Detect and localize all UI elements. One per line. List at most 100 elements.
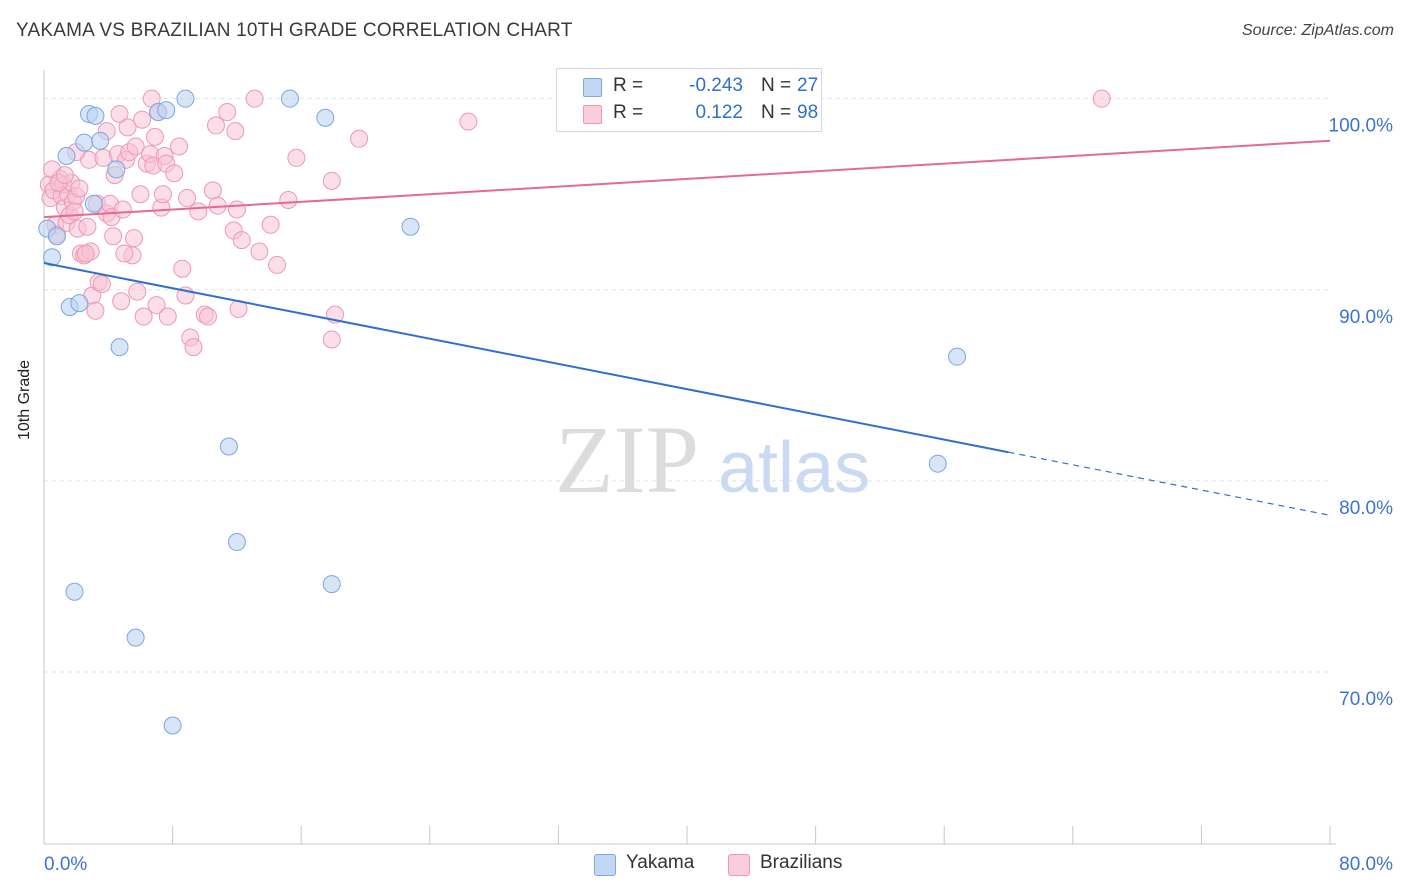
- brazilians-point: [1092, 89, 1111, 108]
- yakama-point: [43, 248, 62, 267]
- yakama-point: [176, 89, 195, 108]
- brazilians-point: [153, 185, 172, 204]
- yakama-point: [65, 582, 84, 601]
- legend-n-label: N =: [761, 75, 792, 96]
- brazilians-point: [55, 166, 74, 185]
- series-label-yakama: Yakama: [626, 852, 695, 873]
- brazilians-point: [78, 217, 97, 236]
- yakama-point: [70, 294, 89, 313]
- brazilians-point: [322, 330, 341, 349]
- watermark-atlas: atlas: [718, 428, 870, 508]
- brazilians-point: [115, 244, 134, 263]
- yakama-point: [86, 106, 105, 125]
- legend-n-label: N =: [761, 102, 792, 123]
- yakama-point: [47, 227, 66, 246]
- legend-r-label: R =: [613, 102, 644, 123]
- yakama-point: [322, 575, 341, 594]
- brazilians-point: [261, 215, 280, 234]
- yakama-point: [84, 194, 103, 213]
- series-label-brazilians: Brazilians: [760, 852, 843, 873]
- y-tick-label: 70.0%: [1339, 689, 1393, 710]
- brazilians-point: [126, 137, 145, 156]
- brazilians-point: [145, 127, 164, 146]
- series-swatch-yakama: [594, 854, 616, 876]
- brazilians-point: [198, 307, 217, 326]
- brazilians-point: [287, 148, 306, 167]
- brazilians-point: [207, 116, 226, 135]
- legend-swatch-yakama: [583, 78, 602, 97]
- yakama-point: [928, 454, 947, 473]
- brazilians-point: [125, 229, 144, 248]
- tick-labels: 70.0% 80.0% 90.0% 100.0% 0.0% 80.0%: [44, 116, 1393, 875]
- legend-swatch-brazilians: [583, 105, 602, 124]
- yakama-point: [107, 160, 126, 179]
- brazilians-point: [232, 231, 251, 250]
- brazilians-point: [118, 118, 137, 137]
- y-axis-label: 10th Grade: [16, 359, 33, 440]
- yakama-trend-line: [43, 262, 1009, 454]
- brazilians-point: [104, 227, 123, 246]
- brazilians-point: [86, 301, 105, 320]
- yakama-point: [57, 147, 76, 165]
- yakama-point: [157, 101, 176, 120]
- brazilians-point: [268, 255, 287, 274]
- yakama-point: [948, 347, 967, 366]
- brazilians-point: [92, 275, 111, 294]
- yakama-point: [110, 338, 129, 357]
- y-tick-label: 90.0%: [1339, 307, 1393, 328]
- brazilians-point: [245, 89, 264, 108]
- brazilians-point: [250, 242, 269, 261]
- legend-n-value-yakama: 27: [797, 75, 819, 96]
- legend-r-label: R =: [613, 75, 644, 96]
- brazilians-point: [133, 110, 152, 129]
- yakama-point: [163, 716, 182, 735]
- yakama-point: [219, 437, 238, 456]
- source-credit: Source: ZipAtlas.com: [1241, 22, 1394, 39]
- brazilians-point: [173, 259, 192, 278]
- brazilians-point: [218, 103, 237, 122]
- brazilians-point: [76, 244, 95, 263]
- series-swatch-brazilians: [728, 854, 750, 876]
- brazilians-point: [350, 129, 369, 148]
- brazilians-point: [279, 190, 298, 209]
- chart-title: YAKAMA VS BRAZILIAN 10TH GRADE CORRELATI…: [16, 20, 573, 41]
- y-tick-label: 80.0%: [1339, 498, 1393, 519]
- brazilians-trend-line: [43, 139, 1331, 219]
- yakama-point: [91, 131, 110, 150]
- yakama-point: [75, 133, 94, 152]
- brazilians-point: [170, 137, 189, 156]
- yakama-point: [126, 628, 145, 647]
- brazilians-point: [203, 181, 222, 200]
- brazilians-point: [128, 282, 147, 301]
- brazilians-point: [165, 164, 184, 183]
- brazilians-point: [158, 307, 177, 326]
- brazilians-point: [110, 104, 129, 123]
- yakama-point: [280, 89, 299, 108]
- brazilians-point: [184, 338, 203, 357]
- correlation-legend: R = -0.243 N = 27 R = 0.122 N = 98: [556, 68, 822, 132]
- brazilians-point: [113, 200, 132, 219]
- yakama-trend-extension: [1008, 451, 1331, 516]
- brazilians-point: [134, 307, 153, 326]
- trend-lines: [43, 139, 1331, 516]
- yakama-points: [38, 89, 967, 735]
- brazilians-point: [227, 200, 246, 219]
- brazilians-point: [226, 122, 245, 141]
- legend-r-value-brazilians: 0.122: [695, 102, 743, 123]
- brazilians-point: [65, 202, 84, 221]
- x-tick-label: 80.0%: [1339, 854, 1393, 875]
- brazilians-point: [147, 296, 166, 315]
- watermark-zip: ZIP: [555, 406, 699, 513]
- brazilians-point: [322, 171, 341, 190]
- yakama-point: [227, 533, 246, 552]
- brazilians-point: [131, 185, 150, 204]
- yakama-point: [316, 108, 335, 127]
- legend-n-value-brazilians: 98: [797, 102, 819, 123]
- brazilians-point: [70, 179, 89, 198]
- brazilians-point: [112, 292, 131, 311]
- grid-lines: [44, 98, 1330, 673]
- brazilians-point: [189, 202, 208, 221]
- yakama-point: [401, 217, 420, 236]
- legend-r-value-yakama: -0.243: [689, 75, 743, 96]
